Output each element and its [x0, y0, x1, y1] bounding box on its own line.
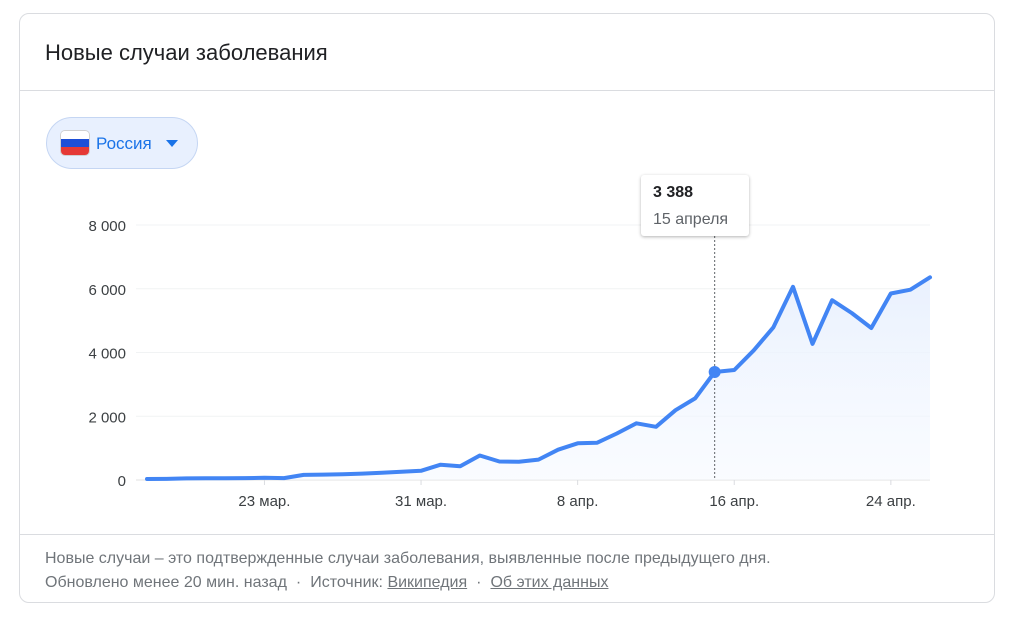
y-tick-label: 0: [118, 473, 126, 490]
y-tick-label: 8 000: [88, 218, 126, 235]
separator: ·: [476, 574, 482, 591]
hover-point[interactable]: [708, 366, 721, 379]
updated-text: Обновлено менее 20 мин. назад: [45, 574, 287, 591]
y-tick-label: 4 000: [88, 346, 126, 363]
footer-divider: [20, 534, 994, 535]
chevron-down-icon: [166, 140, 178, 147]
tooltip-date: 15 апреля: [653, 211, 729, 228]
series-line: [145, 275, 932, 481]
country-label: Россия: [96, 134, 152, 153]
header-divider: [20, 90, 994, 91]
x-tick-label: 23 мар.: [238, 493, 290, 510]
separator: ·: [295, 574, 302, 591]
wikipedia-link[interactable]: Википедия: [387, 574, 468, 591]
x-tick-label: 31 мар.: [395, 493, 447, 510]
x-tick-label: 24 апр.: [866, 493, 916, 510]
y-tick-label: 6 000: [88, 282, 126, 299]
tooltip-value: 3 388: [653, 184, 694, 201]
card-title: Новые случаи заболевания: [45, 40, 328, 65]
footer-meta: Обновлено менее 20 мин. назад · Источник: …: [45, 574, 608, 592]
y-tick-label: 2 000: [88, 409, 126, 426]
source-label: Источник:: [310, 574, 383, 591]
x-tick-label: 8 апр.: [557, 493, 598, 510]
area-fill: [147, 277, 930, 480]
hover-tooltip: 3 388 15 апреля: [641, 175, 749, 236]
country-selector[interactable]: Россия: [46, 117, 198, 169]
footer-note: Новые случаи – это подтвержденные случаи…: [45, 550, 771, 567]
russia-flag-icon: [61, 131, 89, 155]
x-tick-label: 16 апр.: [709, 493, 759, 510]
about-data-link[interactable]: Об этих данных: [490, 574, 609, 591]
